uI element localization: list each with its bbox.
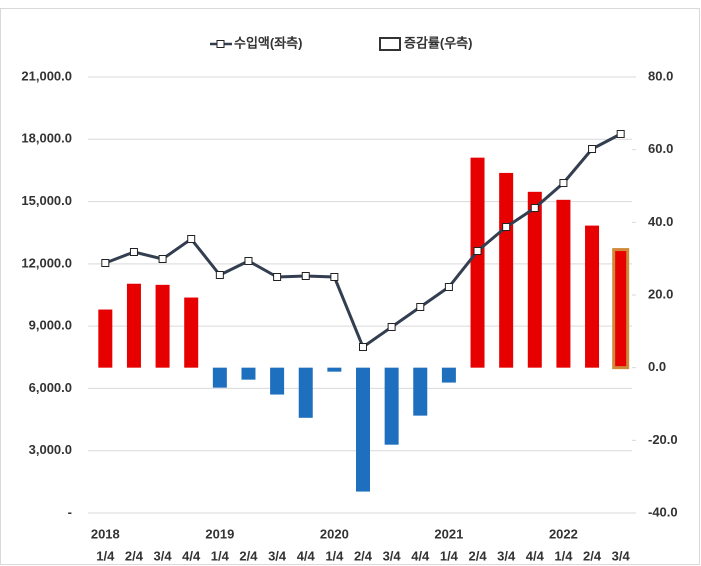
bar: [212, 367, 227, 388]
y-tick-label: 3,000.0: [29, 442, 72, 457]
x-tick-label: 4/4: [526, 548, 545, 563]
legend-swatch: [216, 40, 225, 48]
line-marker: [588, 145, 597, 154]
legend-label: 수입액(좌측): [234, 35, 302, 50]
line-marker: [473, 247, 482, 256]
bar: [184, 297, 199, 368]
bar: [270, 367, 285, 395]
x-tick-label: 1/4: [440, 548, 459, 563]
line-marker: [244, 256, 253, 265]
bar: [126, 283, 141, 368]
y2-tick-label: 80.0: [648, 68, 673, 83]
bar: [556, 199, 571, 368]
x-tick-label: 2/4: [583, 548, 602, 563]
x-tick-label: 2/4: [468, 548, 487, 563]
line-marker: [158, 254, 167, 263]
y2-tick-label: -20.0: [648, 432, 678, 447]
line-marker: [502, 223, 511, 232]
x-tick-label: 2/4: [125, 548, 144, 563]
y-tick-label: 21,000.0: [21, 68, 72, 83]
bar: [298, 367, 313, 418]
line-marker: [444, 283, 453, 292]
y-tick-label: 15,000.0: [21, 193, 72, 208]
y2-tick-label: 20.0: [648, 286, 673, 301]
y2-tick-label: 60.0: [648, 141, 673, 156]
bar: [327, 367, 342, 372]
x-tick-label: 3/4: [154, 548, 173, 563]
x-tick-label: 3/4: [268, 548, 287, 563]
bar: [612, 248, 630, 370]
line-marker: [187, 235, 196, 244]
x-tick-label: 3/4: [383, 548, 402, 563]
line-marker: [387, 322, 396, 331]
line-marker: [330, 272, 339, 281]
bar: [499, 172, 514, 368]
x-tick-label: 2/4: [354, 548, 373, 563]
legend-swatch: [379, 37, 401, 51]
line-marker: [530, 204, 539, 213]
line-marker: [616, 129, 625, 138]
x-tick-label: 4/4: [411, 548, 430, 563]
bar: [585, 225, 600, 368]
y2-tick-label: -40.0: [648, 504, 678, 519]
y-tick-label: 12,000.0: [21, 255, 72, 270]
bar: [241, 367, 256, 380]
line-marker: [416, 303, 425, 312]
bar: [413, 367, 428, 416]
y2-tick-label: 40.0: [648, 214, 673, 229]
x-group-label: 2019: [205, 526, 234, 541]
x-tick-label: 2/4: [239, 548, 258, 563]
x-tick-label: 1/4: [211, 548, 230, 563]
x-tick-label: 4/4: [182, 548, 201, 563]
bar: [527, 191, 542, 368]
x-tick-label: 1/4: [96, 548, 115, 563]
x-group-label: 2022: [549, 526, 578, 541]
bar: [356, 367, 370, 492]
y-tick-label: 18,000.0: [21, 131, 72, 146]
bar: [441, 367, 456, 383]
legend-label: 증감률(우측): [404, 35, 472, 50]
y2-tick-label: 0.0: [648, 359, 666, 374]
line-marker: [273, 272, 282, 281]
line-marker: [215, 271, 224, 280]
bar: [98, 309, 113, 368]
x-tick-label: 4/4: [297, 548, 316, 563]
line-marker: [101, 259, 110, 268]
line-marker: [359, 343, 367, 352]
line-marker: [301, 272, 310, 281]
chart-border: [0, 8, 700, 565]
x-group-label: 2018: [91, 526, 120, 541]
y-tick-label: 6,000.0: [29, 380, 72, 395]
x-tick-label: 1/4: [554, 548, 573, 563]
x-tick-label: 3/4: [497, 548, 516, 563]
y-tick-label: 9,000.0: [29, 318, 72, 333]
x-group-label: 2020: [320, 526, 349, 541]
line-marker: [129, 248, 138, 257]
bar: [155, 284, 170, 368]
x-tick-label: 1/4: [325, 548, 344, 563]
bar: [384, 367, 399, 445]
x-group-label: 2021: [434, 526, 463, 541]
y-tick-label: -: [68, 504, 72, 519]
x-tick-label: 3/4: [612, 548, 631, 563]
line-marker: [559, 179, 568, 188]
bar: [470, 157, 485, 368]
